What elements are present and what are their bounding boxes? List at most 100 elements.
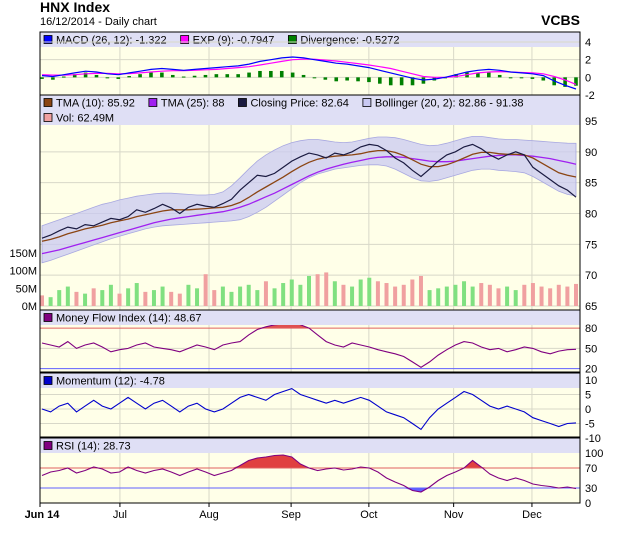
- price-legend-top-label-1: TMA (25): 88: [161, 98, 225, 110]
- source-label: VCBS: [541, 12, 580, 28]
- volume-bar-19: [203, 274, 208, 306]
- price-legend-top-swatch-0: [43, 98, 53, 107]
- volume-bar-62: [574, 283, 578, 306]
- volume-bar-53: [496, 288, 501, 306]
- vol-legend-top-swatch-0: [43, 113, 53, 122]
- divergence-bar-21: [269, 70, 273, 78]
- divergence-bar-20: [258, 70, 262, 78]
- volume-bar-18: [195, 288, 200, 306]
- closing-price-line: [41, 143, 577, 239]
- divergence-bar-38: [454, 74, 458, 78]
- rsi-ytick-0: 100: [585, 448, 603, 460]
- volume-bar-23: [238, 286, 243, 306]
- price-legend-top-label-0: TMA (10): 85.92: [56, 98, 135, 110]
- macd-ytick-0: 4: [585, 37, 591, 49]
- divergence-bar-1: [51, 77, 55, 80]
- volume-bar-37: [358, 279, 363, 306]
- macd-legend-swatch-0: [43, 35, 53, 44]
- macd-legend-swatch-1: [180, 35, 190, 44]
- divergence-bar-15: [203, 74, 208, 78]
- divergence-bar-9: [138, 74, 142, 78]
- volume-bar-51: [479, 283, 484, 306]
- divergence-bar-44: [519, 77, 524, 79]
- mfi-legend-bg: [40, 310, 580, 325]
- volume-bar-25: [255, 290, 260, 306]
- momentum-panel-border: [39, 372, 581, 438]
- price-legend-top-label-3: Bollinger (20, 2): 82.86 - 91.38: [375, 98, 524, 110]
- volume-bar-46: [436, 288, 441, 306]
- volume-bar-40: [384, 283, 389, 306]
- macd-ytick-3: -2: [585, 90, 595, 102]
- divergence-bar-42: [497, 74, 502, 78]
- momentum-ytick-1: 5: [585, 389, 591, 401]
- volume-bar-35: [341, 284, 346, 306]
- divergence-bar-13: [181, 76, 186, 78]
- price-legend-top-bg: [40, 95, 580, 110]
- volume-bar-39: [375, 281, 380, 306]
- volume-bar-20: [212, 290, 217, 306]
- divergence-bar-33: [399, 77, 404, 86]
- volume-bar-13: [151, 290, 156, 306]
- xtick-label-5: Nov: [444, 509, 464, 521]
- volume-bar-0: [40, 295, 44, 306]
- divergence-bar-31: [378, 77, 382, 84]
- rsi-ytick-1: 70: [585, 463, 597, 475]
- price-ytick-3: 80: [585, 209, 597, 221]
- volume-bar-6: [91, 288, 96, 306]
- momentum-line: [41, 387, 577, 431]
- xtick-label-1: Jul: [113, 509, 127, 521]
- divergence-bar-40: [476, 72, 480, 78]
- divergence-bar-34: [410, 77, 415, 86]
- divergence-bar-24: [301, 74, 306, 78]
- vol-legend-top-label-0: Vol: 62.49M: [56, 113, 114, 125]
- price-ytick-2: 85: [585, 178, 597, 190]
- rsi-legend-bg: [40, 438, 580, 453]
- volume-bar-3: [65, 286, 70, 306]
- macd-legend-label-1: EXP (9): -0.7947: [193, 35, 275, 47]
- divergence-bar-7: [116, 77, 121, 79]
- volume-bar-29: [289, 279, 294, 306]
- volume-bar-44: [418, 275, 423, 306]
- mfi-ytick-1: 50: [585, 343, 597, 355]
- mfi-ytick-0: 80: [585, 323, 597, 335]
- divergence-bar-5: [94, 74, 99, 78]
- volume-bar-8: [108, 284, 113, 306]
- volume-bar-32: [315, 274, 320, 306]
- mfi-legend-swatch-0: [43, 313, 53, 322]
- volume-bar-59: [548, 288, 553, 306]
- divergence-bar-30: [367, 77, 371, 83]
- rsi-legend-label-0: RSI (14): 28.73: [56, 441, 131, 453]
- momentum-legend-label-0: Momentum (12): -4.78: [56, 376, 165, 388]
- volume-bar-31: [307, 275, 311, 306]
- volume-bar-57: [530, 283, 535, 306]
- macd-legend-label-2: Divergence: -0.5272: [300, 35, 399, 47]
- volume-bar-10: [126, 288, 131, 306]
- divergence-bar-43: [508, 77, 513, 79]
- macd-ytick-1: 2: [585, 55, 591, 67]
- volume-ytick-2: 50M: [16, 283, 37, 295]
- volume-bar-48: [453, 284, 458, 306]
- divergence-bar-48: [563, 77, 567, 87]
- divergence-bar-29: [356, 77, 360, 82]
- divergence-bar-28: [345, 77, 349, 81]
- vol-legend-top-bg: [40, 110, 580, 125]
- divergence-bar-25: [312, 77, 317, 79]
- volume-bar-54: [505, 286, 510, 306]
- price-ytick-6: 65: [585, 301, 597, 313]
- volume-bar-60: [556, 284, 561, 306]
- divergence-bar-32: [388, 77, 393, 86]
- xtick-label-6: Dec: [522, 509, 542, 521]
- volume-ytick-1: 100M: [9, 266, 37, 278]
- volume-bar-14: [160, 286, 165, 306]
- divergence-bar-16: [214, 74, 219, 78]
- divergence-bar-27: [334, 77, 339, 82]
- volume-bar-34: [332, 281, 337, 306]
- volume-bar-26: [263, 281, 268, 306]
- divergence-bar-41: [487, 72, 491, 78]
- divergence-bar-17: [225, 74, 230, 78]
- macd-legend-bg: [40, 32, 580, 47]
- volume-bar-30: [298, 284, 303, 306]
- divergence-bar-2: [61, 76, 66, 78]
- price-legend-top-swatch-3: [362, 98, 372, 107]
- volume-bar-58: [539, 286, 544, 306]
